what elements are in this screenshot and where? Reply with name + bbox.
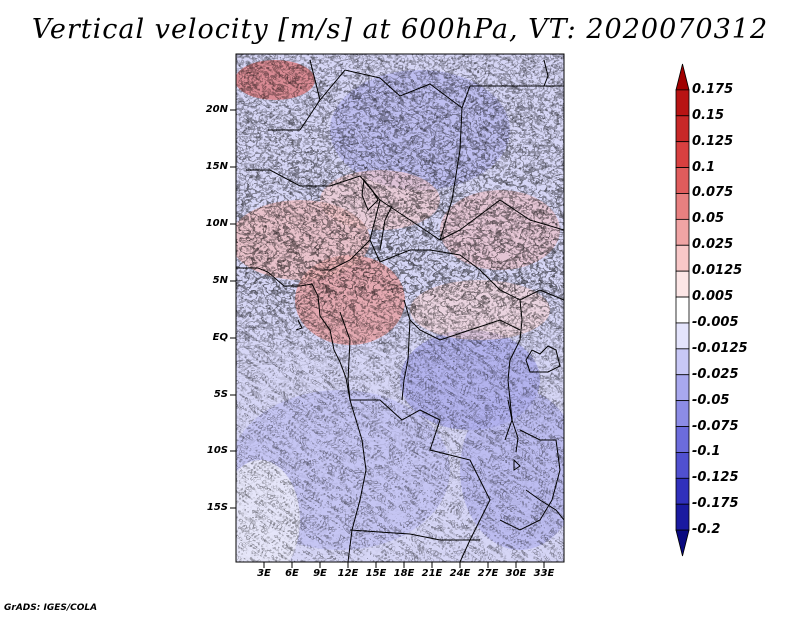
lat-label: EQ [212, 332, 228, 343]
map-title: Vertical velocity [m/s] at 600hPa, VT: 2… [31, 14, 769, 45]
latitude-ticks [230, 109, 236, 509]
colorbar-segment [675, 89, 690, 117]
vertical-velocity-field [236, 54, 564, 562]
colorbar-segment [675, 374, 690, 402]
colorbar-label: -0.025 [692, 366, 739, 382]
lon-label: 27E [477, 568, 499, 579]
colorbar-label: 0.175 [692, 81, 734, 97]
colorbar-label: -0.1 [692, 444, 721, 460]
lon-label: 3E [257, 568, 271, 579]
lon-label: 6E [285, 568, 299, 579]
colorbar-segment [675, 503, 690, 531]
colorbar-segment [675, 400, 690, 427]
lon-label: 15E [365, 568, 387, 579]
colorbar-label: -0.2 [692, 522, 721, 538]
colorbar-segment [675, 141, 690, 168]
lon-label: 12E [337, 568, 359, 579]
colorbar-label: 0.0125 [692, 263, 743, 279]
lon-label: 21E [421, 568, 443, 579]
colorbar-segment [675, 426, 690, 453]
lat-label: 20N [205, 104, 228, 115]
lat-label: 15N [205, 161, 228, 172]
colorbar-label: -0.05 [692, 392, 730, 408]
lat-label: 15S [206, 502, 228, 513]
lon-label: 24E [449, 568, 471, 579]
grads-credit: GrADS: IGES/COLA [4, 603, 98, 613]
colorbar-segment [675, 244, 690, 272]
lat-label: 10S [206, 445, 228, 456]
lat-label: 5S [213, 389, 228, 400]
country-borders [236, 59, 564, 562]
colorbar-label: -0.075 [692, 418, 739, 434]
colorbar-segment [675, 477, 690, 505]
colorbar-segment [675, 452, 690, 479]
colorbar-segment [675, 529, 690, 557]
lon-label: 18E [393, 568, 415, 579]
colorbar-label: 0.15 [692, 107, 725, 123]
colorbar-segment [675, 296, 690, 324]
colorbar-segment [675, 322, 690, 350]
lat-label: 10N [205, 218, 228, 229]
colorbar-segment [675, 348, 690, 376]
colorbar-segment [675, 63, 690, 91]
colorbar-label: 0.025 [692, 237, 734, 253]
colorbar-label: 0.1 [692, 159, 716, 175]
colorbar-label: 0.005 [692, 289, 734, 305]
colorbar [675, 63, 690, 557]
lon-label: 33E [533, 568, 555, 579]
map-frame [235, 53, 565, 563]
colorbar-label: -0.0125 [692, 340, 748, 356]
colorbar-segment [675, 167, 690, 194]
colorbar-label: -0.175 [692, 496, 739, 512]
colorbar-segment [675, 218, 690, 246]
lon-label: 9E [313, 568, 327, 579]
colorbar-label: 0.075 [692, 185, 734, 201]
colorbar-segment [675, 193, 690, 220]
colorbar-label: 0.05 [692, 211, 725, 227]
colorbar-label: -0.125 [692, 470, 739, 486]
colorbar-segment [675, 270, 690, 298]
colorbar-label: 0.125 [692, 133, 734, 149]
lat-label: 5N [212, 275, 228, 286]
colorbar-segment [675, 115, 690, 143]
lon-label: 30E [505, 568, 527, 579]
longitude-ticks [263, 562, 545, 568]
colorbar-label: -0.005 [692, 314, 739, 330]
